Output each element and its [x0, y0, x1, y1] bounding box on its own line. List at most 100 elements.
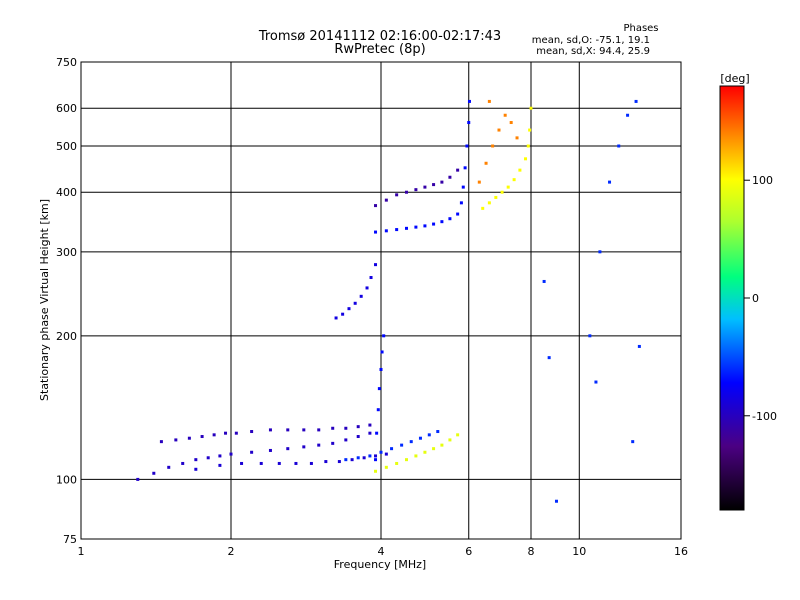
data-point [395, 461, 399, 465]
data-point [174, 438, 178, 442]
y-ticks: 75 100 200 300 400 500 600 750 [56, 56, 77, 546]
data-point [187, 436, 191, 440]
data-point [414, 454, 418, 458]
colorbar-tick-label: 0 [752, 292, 759, 305]
series-f2-o-trace-lower [374, 99, 471, 234]
data-point [448, 217, 452, 221]
series-f1-trace [334, 263, 378, 320]
data-point [414, 225, 418, 229]
data-point [500, 190, 504, 194]
data-point [542, 279, 546, 283]
data-point [302, 428, 306, 432]
data-point [456, 168, 460, 172]
data-point [341, 312, 345, 316]
plot-frame [80, 61, 682, 540]
data-point [456, 212, 460, 216]
data-point [404, 190, 408, 194]
data-point [509, 121, 513, 125]
data-point [344, 438, 348, 442]
data-point [353, 301, 357, 305]
data-point [374, 458, 378, 462]
series-f2-o-trace-upper [374, 168, 460, 208]
data-point [423, 450, 427, 454]
y-tick-label: 600 [56, 102, 77, 115]
series-e-layer-trace-3 [194, 452, 388, 471]
data-point [362, 456, 366, 460]
data-point [528, 128, 532, 132]
data-point [631, 440, 635, 444]
data-point [277, 461, 281, 465]
data-point [390, 447, 394, 451]
x-tick-label: 1 [78, 545, 85, 558]
data-point [554, 499, 558, 503]
data-point [200, 435, 204, 439]
data-point [487, 99, 491, 103]
x-ticks: 1 2 4 6 8 10 16 [78, 545, 689, 558]
data-point [324, 460, 328, 464]
data-point [368, 431, 372, 435]
data-point [347, 307, 351, 311]
data-point [404, 458, 408, 462]
data-point [268, 428, 272, 432]
data-point [461, 185, 465, 189]
data-point [294, 461, 298, 465]
chart-subtitle: RwPretec (8p) [334, 42, 425, 57]
data-point [374, 469, 378, 473]
series-f2-x-trace [481, 106, 533, 210]
data-point [259, 461, 263, 465]
data-point [356, 456, 360, 460]
data-point [418, 436, 422, 440]
data-point [414, 188, 418, 192]
data-point [467, 99, 471, 103]
data-point [432, 183, 436, 187]
series-e-layer-trace-2 [136, 431, 372, 481]
data-point [337, 460, 341, 464]
data-point [487, 201, 491, 205]
data-point [286, 428, 290, 432]
data-point [547, 356, 551, 360]
data-point [594, 380, 598, 384]
data-point [448, 438, 452, 442]
data-point [459, 201, 463, 205]
data-point [206, 456, 210, 460]
data-point [309, 461, 313, 465]
data-point [375, 431, 379, 435]
data-point [224, 431, 228, 435]
data-point [497, 128, 501, 132]
colorbar-tick-label: 100 [752, 174, 773, 187]
data-point [344, 426, 348, 430]
data-point [626, 113, 630, 117]
series-sparse-high-frequency [542, 99, 641, 503]
y-tick-label: 100 [56, 473, 77, 486]
series-e-layer-x-trace [374, 433, 460, 473]
data-point [384, 452, 388, 456]
data-point [400, 443, 404, 447]
data-point [491, 144, 495, 148]
x-tick-label: 2 [228, 545, 235, 558]
data-point [152, 471, 156, 475]
data-point [465, 144, 469, 148]
data-point [634, 99, 638, 103]
data-point [344, 458, 348, 462]
data-point [503, 113, 507, 117]
colorbar [719, 85, 745, 511]
data-point [374, 230, 378, 234]
x-tick-label: 4 [378, 545, 385, 558]
data-point [395, 228, 399, 232]
data-point [374, 263, 378, 267]
data-point [250, 430, 254, 434]
y-tick-label: 400 [56, 186, 77, 199]
data-point [467, 121, 471, 125]
data-point [588, 334, 592, 338]
x-tick-label: 6 [465, 545, 472, 558]
data-point [136, 477, 140, 481]
data-point [526, 144, 530, 148]
data-point [374, 204, 378, 208]
data-point [440, 220, 444, 224]
phases-title: Phases [623, 23, 658, 34]
data-point [377, 387, 381, 391]
data-point [512, 178, 516, 182]
y-tick-label: 75 [63, 533, 77, 546]
